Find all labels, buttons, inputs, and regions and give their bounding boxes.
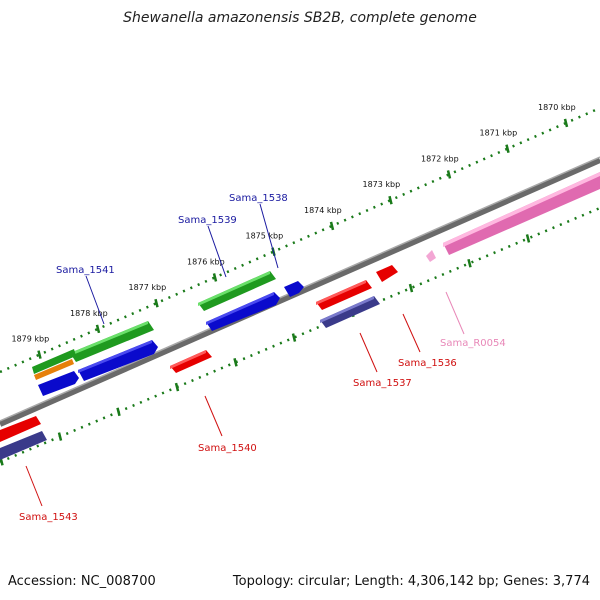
ruler-tick xyxy=(37,350,42,359)
ruler-tick xyxy=(467,258,472,268)
ruler-tick xyxy=(388,195,393,205)
gene-feature[interactable] xyxy=(316,280,372,310)
gene-feature[interactable] xyxy=(426,250,436,262)
gene-feature[interactable] xyxy=(0,431,47,460)
gene-feature[interactable] xyxy=(38,371,79,396)
plus-strand-features xyxy=(32,271,304,396)
gene-label-sama-1541[interactable]: Sama_1541 xyxy=(56,265,115,276)
gene-feature[interactable] xyxy=(0,416,41,442)
gene-label-sama-1540[interactable]: Sama_1540 xyxy=(198,443,257,454)
ruler-tick-label: 1877 kbp xyxy=(129,283,167,292)
ruler-tick xyxy=(525,234,531,243)
gene-feature[interactable] xyxy=(443,172,600,255)
accession-text: Accession: NC_008700 xyxy=(8,574,156,589)
ruler-tick xyxy=(291,333,297,342)
gene-feature[interactable] xyxy=(320,296,380,328)
outer-ruler-line xyxy=(0,106,600,374)
ruler-tick-label: 1876 kbp xyxy=(187,257,225,266)
ruler-tick-label: 1873 kbp xyxy=(363,180,401,189)
gene-feature[interactable] xyxy=(206,292,280,331)
ruler-tick-label: 1878 kbp xyxy=(70,309,108,318)
ruler-tick-label: 1879 kbp xyxy=(12,335,50,344)
ruler-tick xyxy=(505,144,510,154)
gene-feature[interactable] xyxy=(32,349,76,374)
label-leaders xyxy=(25,203,465,507)
gene-label-sama-1537[interactable]: Sama_1537 xyxy=(353,378,412,389)
gene-feature[interactable] xyxy=(70,321,154,362)
ruler-tick-label: 1871 kbp xyxy=(480,129,518,138)
ruler-tick-label: 1872 kbp xyxy=(421,154,459,163)
ruler-tick-label: 1874 kbp xyxy=(304,206,342,215)
gene-label-sama-1536[interactable]: Sama_1536 xyxy=(398,358,457,369)
gene-label-sama-1539[interactable]: Sama_1539 xyxy=(178,215,237,226)
ruler-tick xyxy=(563,118,569,128)
gene-label-sama-1538[interactable]: Sama_1538 xyxy=(229,193,288,204)
ruler-tick xyxy=(446,170,452,179)
ruler-tick xyxy=(116,407,121,417)
ruler-tick xyxy=(329,221,335,231)
gene-feature[interactable] xyxy=(78,340,158,381)
ruler-tick xyxy=(57,432,63,441)
ruler-tick xyxy=(233,358,238,367)
ruler-tick xyxy=(154,298,159,308)
gene-feature[interactable] xyxy=(34,359,74,380)
gene-label-sama-1543[interactable]: Sama_1543 xyxy=(19,512,78,523)
gene-labels: Sama_1538 Sama_1539 Sama_1541 Sama_R0054… xyxy=(19,193,506,523)
gene-feature[interactable] xyxy=(170,350,212,373)
ruler-tick-label: 1870 kbp xyxy=(538,103,576,112)
inner-ruler-line xyxy=(0,206,600,464)
minus-strand-features xyxy=(0,172,600,460)
map-title: Shewanella amazonensis SB2B, complete ge… xyxy=(123,10,477,26)
ruler-tick xyxy=(212,273,218,282)
gene-feature[interactable] xyxy=(198,271,276,311)
ruler-tick xyxy=(408,283,414,293)
gene-feature[interactable] xyxy=(284,281,304,297)
gene-label-sama-r0054[interactable]: Sama_R0054 xyxy=(440,338,506,349)
ruler-tick xyxy=(174,382,180,392)
genome-summary-text: Topology: circular; Length: 4,306,142 bp… xyxy=(232,574,590,589)
ruler-tick-label: 1875 kbp xyxy=(246,232,284,241)
ruler-tick xyxy=(95,324,101,334)
gene-feature[interactable] xyxy=(376,265,398,282)
